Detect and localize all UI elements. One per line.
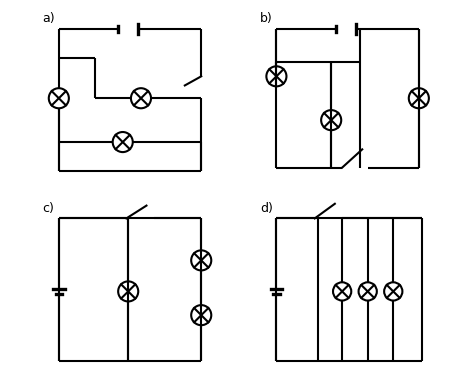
Text: a): a): [42, 12, 55, 25]
Text: b): b): [260, 12, 273, 25]
Text: c): c): [42, 202, 54, 215]
Text: d): d): [260, 202, 273, 215]
